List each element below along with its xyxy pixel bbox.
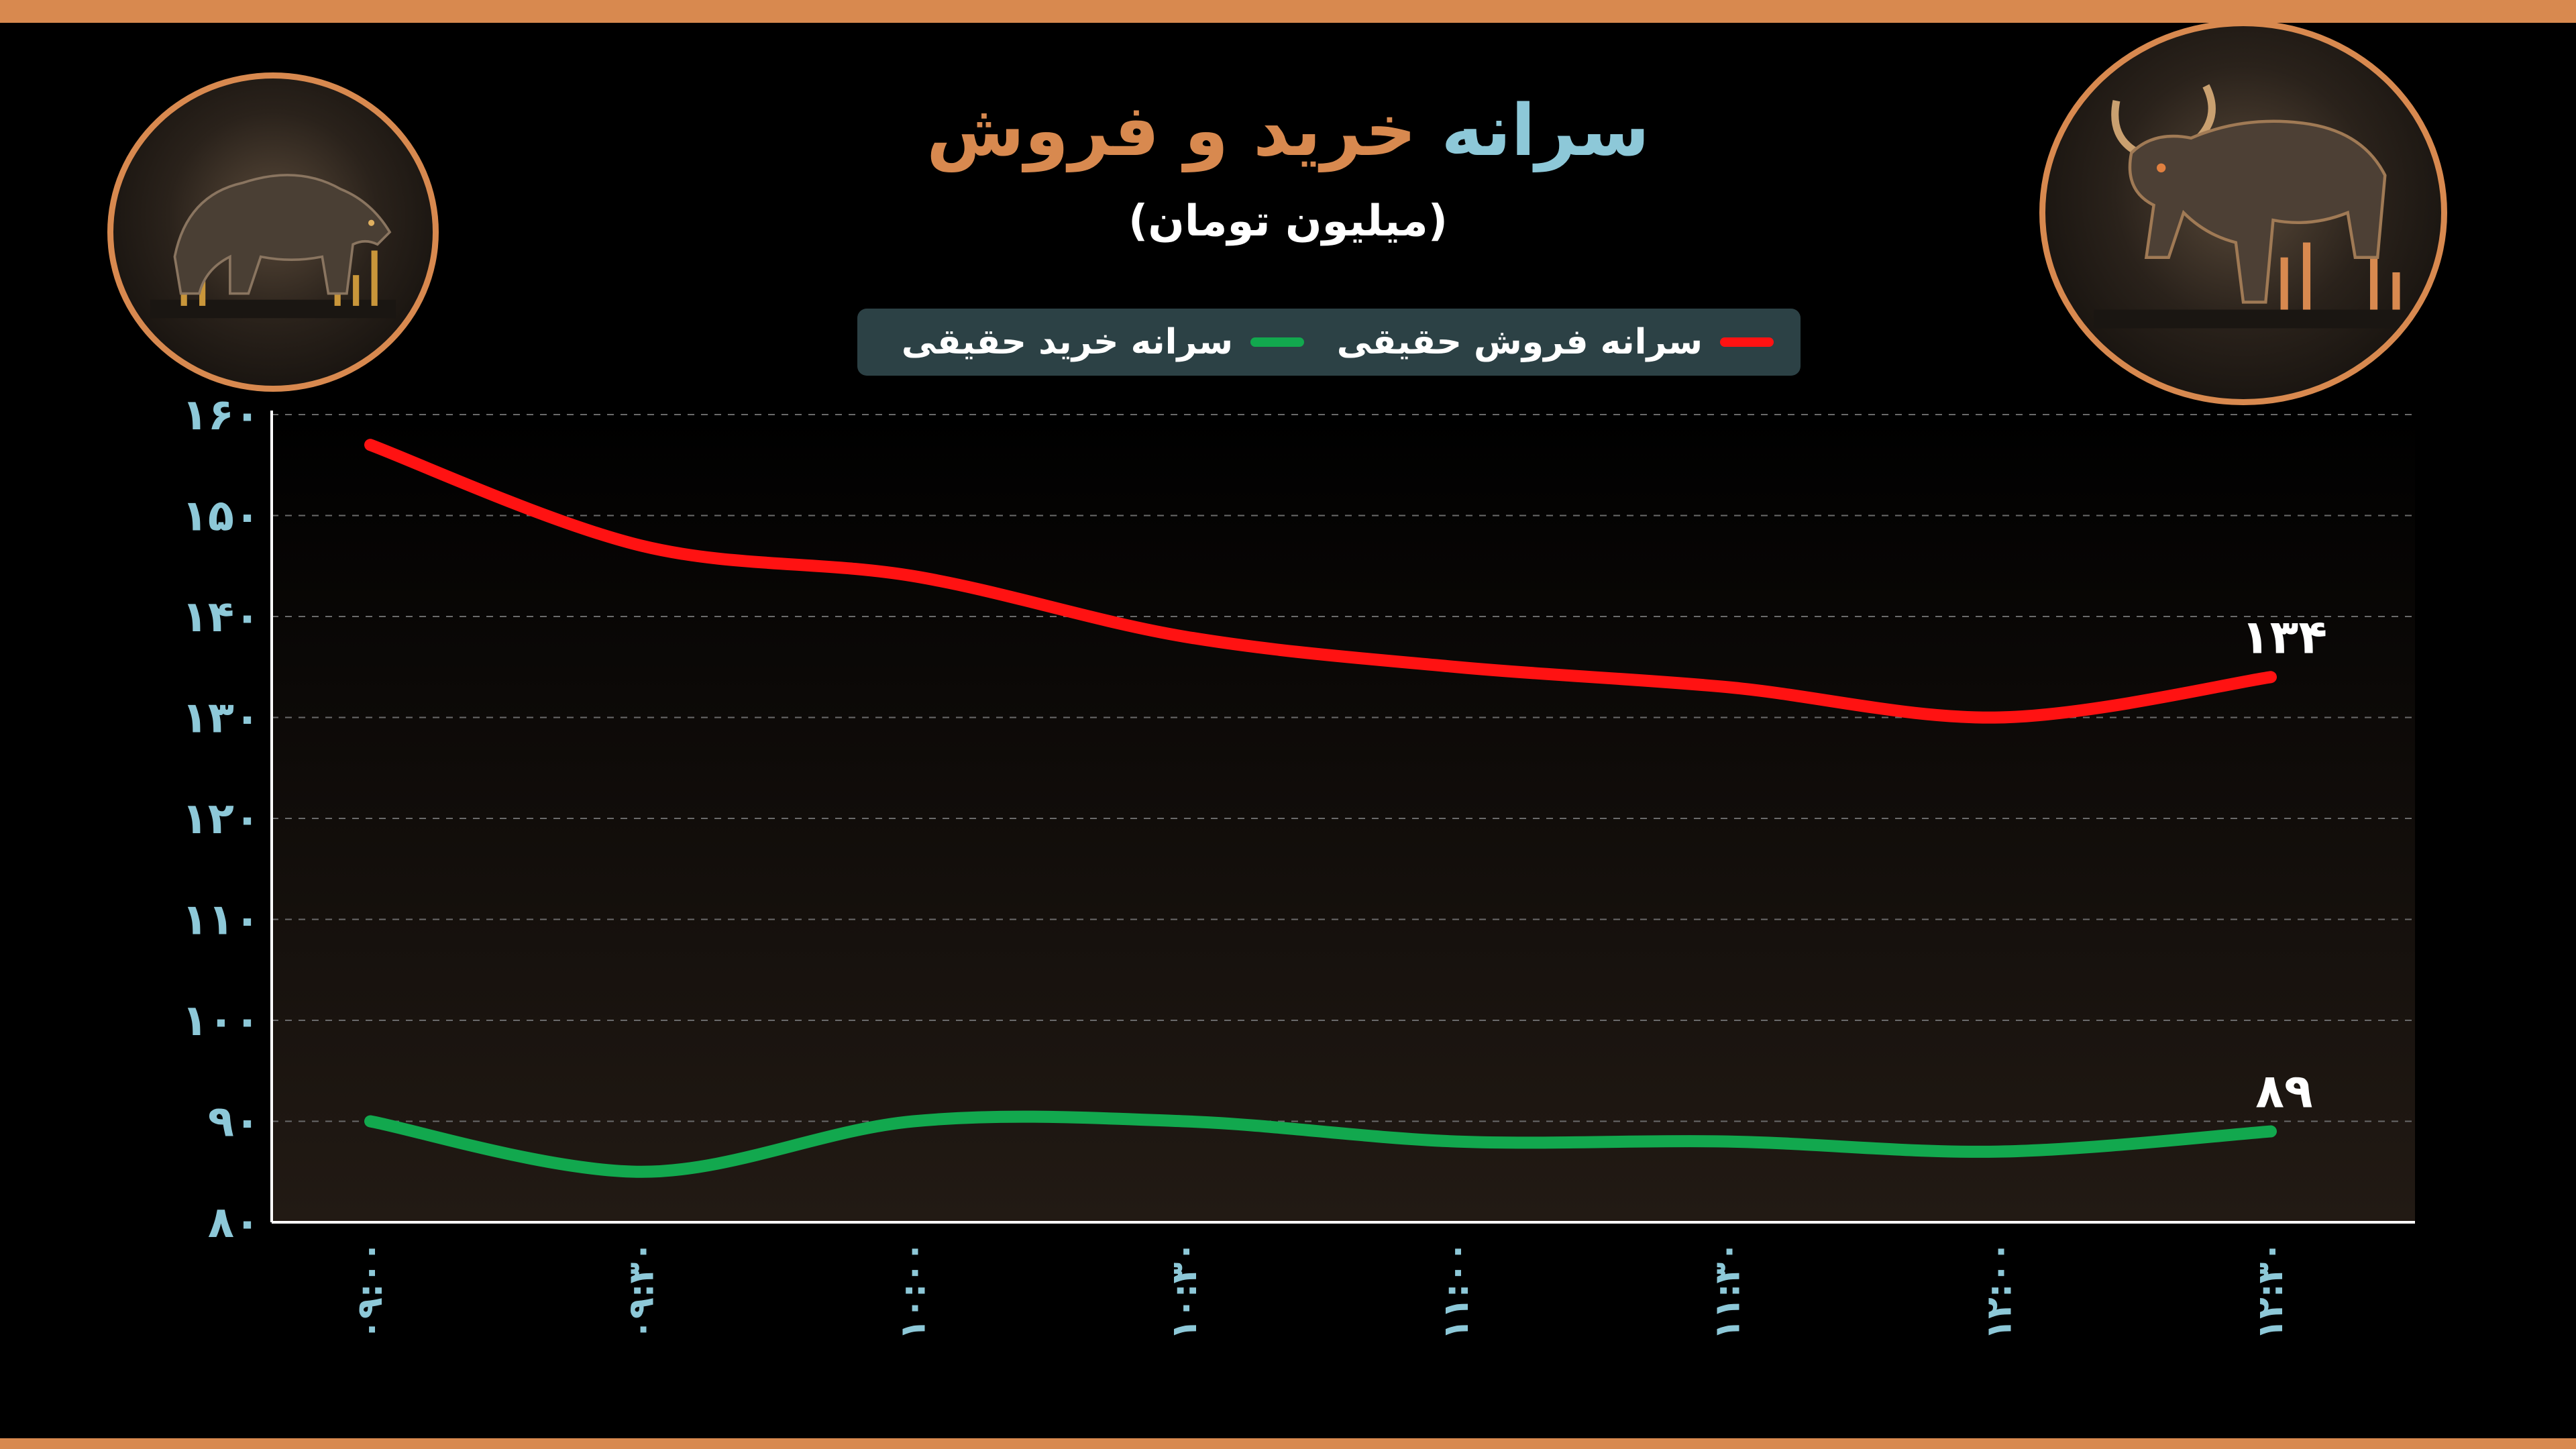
chart-subtitle: (میلیون تومان) [1128,197,1448,246]
y-tick-label: ۱۳۰ [182,694,260,743]
data-point [1998,716,2000,718]
title-part-1: سرانه [1441,89,1650,172]
data-point [2270,1130,2271,1132]
y-tick-label: ۱۲۰ [182,794,260,844]
x-tick-label: ۱۲:۳۰ [2251,1241,2291,1340]
x-tick-label: ۰۹:۰۰ [350,1241,390,1340]
legend-swatch-sell [1720,337,1774,347]
bull-icon [2039,20,2447,405]
x-tick-label: ۰۹:۳۰ [622,1241,662,1340]
legend-item-buy: سرانه خرید حقیقی [902,309,1304,376]
y-tick-label: ۱۴۰ [182,592,260,642]
data-point [1727,1140,1729,1142]
y-tick-label: ۱۱۰ [182,896,260,945]
y-tick-label: ۱۰۰ [182,996,260,1046]
top-accent-bar [0,0,2576,23]
data-point [2270,676,2271,678]
x-tick-label: ۱۰:۰۰ [893,1241,933,1340]
legend-item-sell: سرانه فروش حقیقی [1337,309,1774,376]
data-point [1184,1120,1186,1122]
axes [270,411,2415,1224]
series-lines [364,439,2277,1178]
legend-label-sell: سرانه فروش حقیقی [1336,322,1703,362]
legend-label-buy: سرانه خرید حقیقی [901,322,1233,362]
bottom-accent-bar [0,1438,2576,1449]
data-point [1727,686,1729,688]
y-tick-label: ۹۰ [208,1097,260,1147]
y-tick-label: ۱۶۰ [182,390,260,440]
series-line-sell [364,439,2277,724]
chart-title: سرانه خرید و فروش [0,87,2576,174]
y-tick-label: ۸۰ [208,1198,260,1248]
data-point [370,444,371,446]
data-point [1455,666,1457,668]
data-point [1998,1150,2000,1152]
title-part-2: خرید و فروش [926,89,1417,172]
data-point [641,1171,643,1173]
end-value-labels: ۱۳۴ ۸۹ [2241,609,2327,1118]
x-tick-label: ۱۱:۰۰ [1436,1241,1477,1340]
x-tick-label: ۱۲:۰۰ [1979,1241,2019,1340]
data-point [641,545,643,547]
end-value-label: ۸۹ [2255,1064,2312,1119]
data-point [912,575,914,577]
bear-icon [107,72,439,392]
legend-swatch-buy [1250,337,1304,347]
legend: سرانه فروش حقیقی سرانه خرید حقیقی [857,309,1801,376]
end-value-label: ۱۳۴ [2241,609,2327,664]
data-point [912,1120,914,1122]
data-point [1455,1140,1457,1142]
x-tick-labels: ۰۹:۰۰ ۰۹:۳۰ ۱۰:۰۰ ۱۰:۳۰ ۱۱:۰۰ ۱۱:۳۰ ۱۲:۰۰ ۱۲:۳۰ [350,1241,2291,1340]
data-point [370,1120,371,1122]
y-tick-labels: ۸۰ ۹۰ ۱۰۰ ۱۱۰ ۱۲۰ ۱۳۰ ۱۴۰ ۱۵۰ ۱۶۰ [182,390,260,1248]
y-tick-label: ۱۵۰ [182,492,260,541]
series-line-buy [364,1110,2277,1178]
x-tick-label: ۱۱:۳۰ [1708,1241,1748,1340]
data-point [1184,636,1186,638]
x-tick-label: ۱۰:۳۰ [1165,1241,1205,1340]
